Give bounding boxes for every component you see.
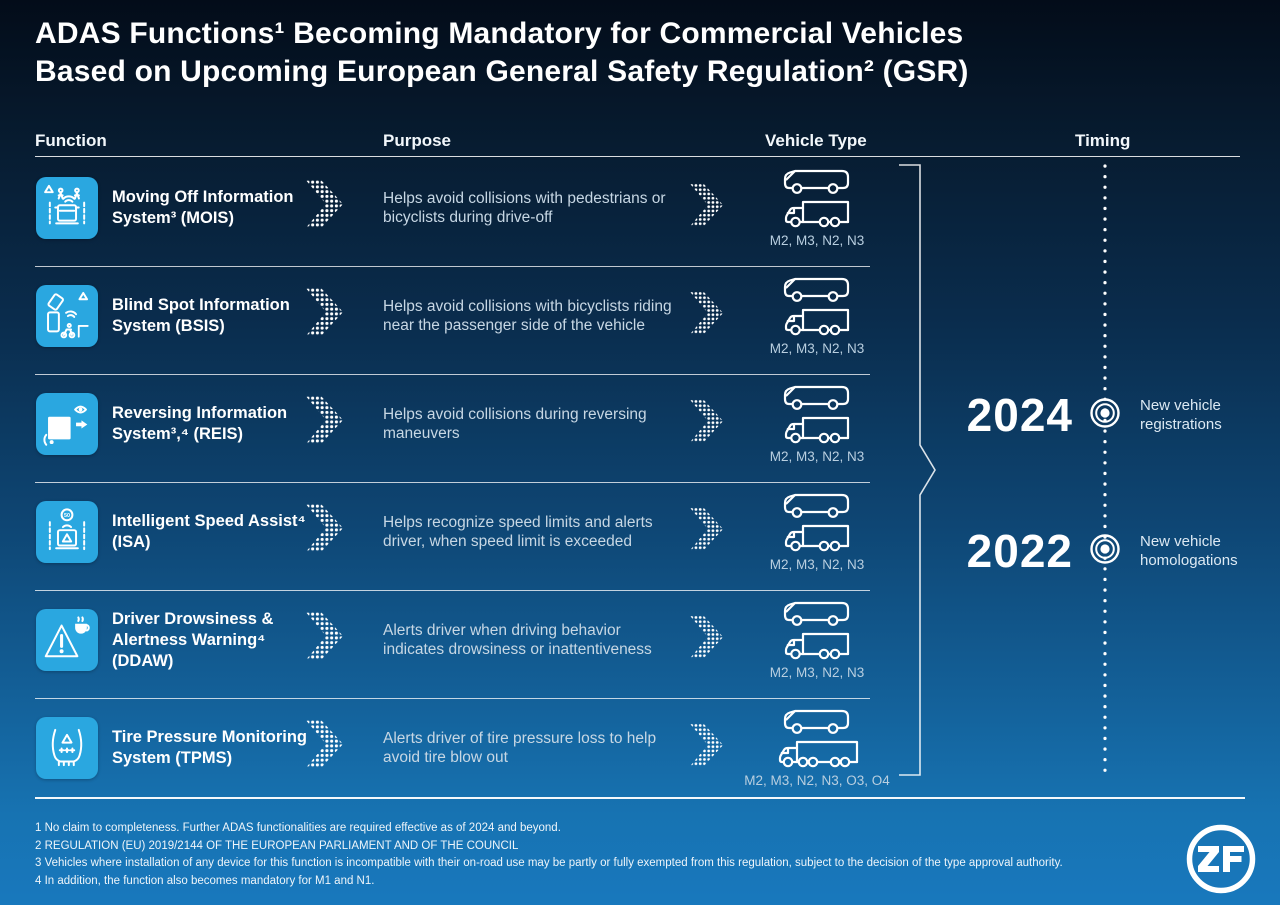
row-divider xyxy=(35,590,870,591)
zf-logo xyxy=(1186,824,1256,894)
dotted-chevron-icon xyxy=(690,183,724,227)
footnote-4: 4 In addition, the function also becomes… xyxy=(35,874,375,887)
vehicle-classes-label: M2, M3, N2, N3 xyxy=(769,449,865,464)
dotted-chevron-icon xyxy=(690,723,724,767)
bus-icon xyxy=(783,601,850,626)
function-name: Reversing Information System³,⁴ (REIS) xyxy=(112,404,288,443)
bus-icon xyxy=(783,493,850,518)
dotted-chevron-icon xyxy=(306,612,344,660)
column-header-vehicle-type: Vehicle Type xyxy=(765,131,867,150)
vehicle-classes-label: M2, M3, N2, N3 xyxy=(769,233,865,248)
bus-icon xyxy=(783,169,850,194)
dotted-chevron-icon xyxy=(690,615,724,659)
function-purpose: Helps avoid collisions with pedestrians … xyxy=(383,189,666,227)
bus-icon xyxy=(783,277,850,302)
vehicle-type-cell: M2, M3, N2, N3 xyxy=(737,382,897,464)
page-title: ADAS Functions¹ Becoming Mandatory for C… xyxy=(35,15,969,91)
vehicle-type-cell: M2, M3, N2, N3 xyxy=(737,166,897,248)
table-row-reis: Reversing Information System³,⁴ (REIS) H… xyxy=(0,379,1280,479)
timeline-label-2024: New vehicle registrations xyxy=(1140,397,1222,433)
table-row-isa: 50 Intelligent Speed Assist⁴ (ISA) Helps… xyxy=(0,487,1280,587)
truck-icon xyxy=(784,632,850,660)
page-title-line2: Based on Upcoming European General Safet… xyxy=(35,55,969,88)
vehicle-classes-label: M2, M3, N2, N3 xyxy=(769,341,865,356)
dotted-chevron-icon xyxy=(690,507,724,551)
function-name: Blind Spot Information System (BSIS) xyxy=(112,296,290,335)
bus-icon xyxy=(783,385,850,410)
timeline-year-2022: 2022 xyxy=(966,525,1073,577)
row-divider xyxy=(35,266,870,267)
isa-icon: 50 xyxy=(36,501,98,563)
column-header-function: Function xyxy=(35,131,107,150)
header-divider xyxy=(35,156,1240,157)
vehicle-classes-label: M2, M3, N2, N3, O3, O4 xyxy=(744,773,890,788)
timeline-label-2022: New vehicle homologations xyxy=(1140,533,1238,569)
function-name: Moving Off Information System³ (MOIS) xyxy=(112,188,294,227)
footnote-2: 2 REGULATION (EU) 2019/2144 OF THE EUROP… xyxy=(35,839,519,852)
bus-icon xyxy=(783,709,850,734)
function-name: Tire Pressure Monitoring System (TPMS) xyxy=(112,728,307,767)
row-divider xyxy=(35,482,870,483)
reis-icon xyxy=(36,393,98,455)
group-bracket xyxy=(899,164,936,776)
dotted-chevron-icon xyxy=(690,399,724,443)
column-header-timing: Timing xyxy=(1075,131,1131,150)
dotted-chevron-icon xyxy=(306,396,344,444)
mois-icon xyxy=(36,177,98,239)
dotted-chevron-icon xyxy=(306,180,344,228)
timeline xyxy=(1090,164,1120,778)
truck-icon xyxy=(784,524,850,552)
bullseye-icon xyxy=(1090,534,1120,564)
row-divider xyxy=(35,698,870,699)
ddaw-icon xyxy=(36,609,98,671)
truck-icon xyxy=(784,200,850,228)
tpms-icon xyxy=(36,717,98,779)
function-purpose: Helps avoid collisions during reversing … xyxy=(383,405,647,443)
page-title-line1: ADAS Functions¹ Becoming Mandatory for C… xyxy=(35,17,964,50)
truck-icon xyxy=(784,308,850,336)
svg-text:50: 50 xyxy=(64,513,70,519)
dotted-chevron-icon xyxy=(306,504,344,552)
function-purpose: Alerts driver of tire pressure loss to h… xyxy=(383,729,657,767)
dotted-chevron-icon xyxy=(306,288,344,336)
row-divider xyxy=(35,374,870,375)
footnote-3: 3 Vehicles where installation of any dev… xyxy=(35,857,1063,869)
truck-icon xyxy=(784,416,850,444)
footnotes: 1 No claim to completeness. Further ADAS… xyxy=(35,820,1165,890)
vehicle-type-cell: M2, M3, N2, N3 xyxy=(737,274,897,356)
dotted-chevron-icon xyxy=(690,291,724,335)
timeline-year-2024: 2024 xyxy=(966,389,1073,441)
table-row-tpms: Tire Pressure Monitoring System (TPMS) A… xyxy=(0,703,1280,803)
vehicle-classes-label: M2, M3, N2, N3 xyxy=(769,557,865,572)
function-name: Driver Drowsiness & Alertness Warning⁴ (… xyxy=(112,609,274,670)
footnote-1: 1 No claim to completeness. Further ADAS… xyxy=(35,822,561,834)
table-row-mois: Moving Off Information System³ (MOIS) He… xyxy=(0,163,1280,263)
footer-divider xyxy=(35,797,1245,799)
bsis-icon xyxy=(36,285,98,347)
truck-trailer-icon xyxy=(778,740,859,768)
vehicle-type-cell: M2, M3, N2, N3 xyxy=(737,490,897,572)
function-purpose: Helps avoid collisions with bicyclists r… xyxy=(383,297,672,335)
table-row-bsis: Blind Spot Information System (BSIS) Hel… xyxy=(0,271,1280,371)
vehicle-type-cell: M2, M3, N2, N3, O3, O4 xyxy=(737,706,897,788)
function-name: Intelligent Speed Assist⁴ (ISA) xyxy=(112,512,306,551)
column-header-purpose: Purpose xyxy=(383,131,452,150)
vehicle-type-cell: M2, M3, N2, N3 xyxy=(737,598,897,680)
table-row-ddaw: Driver Drowsiness & Alertness Warning⁴ (… xyxy=(0,595,1280,695)
dotted-chevron-icon xyxy=(306,720,344,768)
vehicle-classes-label: M2, M3, N2, N3 xyxy=(769,665,865,680)
function-purpose: Helps recognize speed limits and alerts … xyxy=(383,513,653,551)
bullseye-icon xyxy=(1090,398,1120,428)
function-purpose: Alerts driver when driving behavior indi… xyxy=(383,621,652,659)
